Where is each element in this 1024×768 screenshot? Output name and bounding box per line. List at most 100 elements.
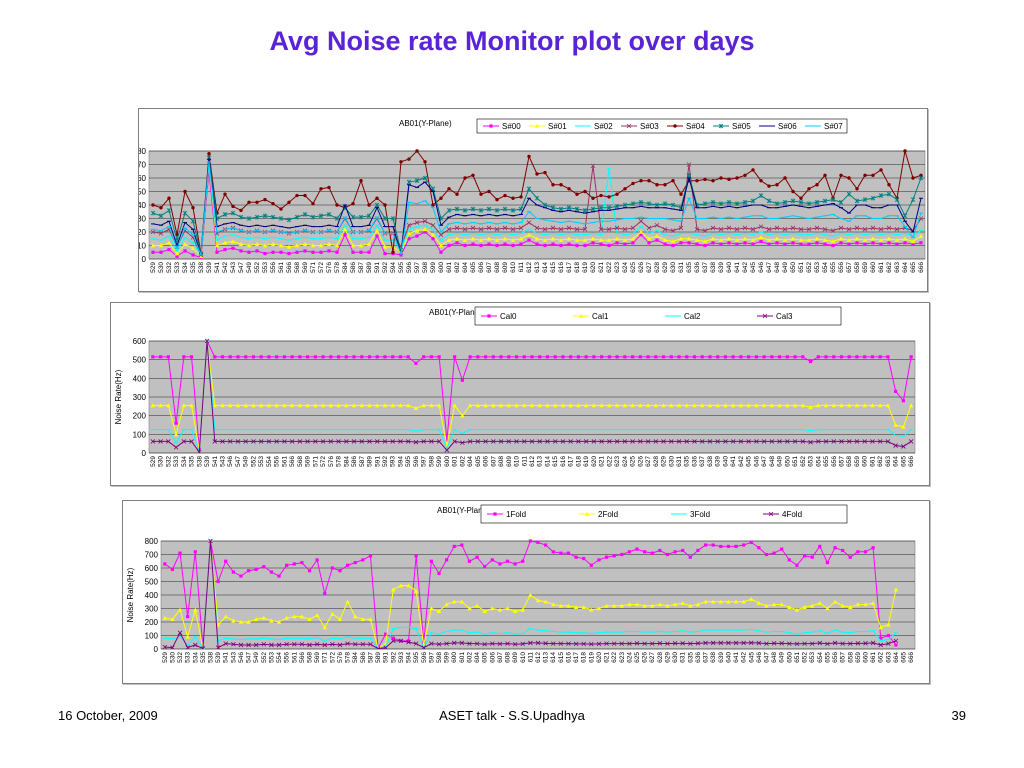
data-point xyxy=(726,640,731,646)
data-point xyxy=(598,205,604,210)
data-point xyxy=(886,641,891,646)
data-point xyxy=(830,239,836,244)
data-point xyxy=(634,641,640,646)
data-point xyxy=(780,547,784,551)
x-tick-label: 600 xyxy=(438,262,445,273)
data-point xyxy=(622,439,628,444)
data-point xyxy=(262,213,268,219)
data-point xyxy=(731,355,735,359)
chart-title: AB01(Y-Plane) xyxy=(429,308,482,317)
data-point xyxy=(710,225,716,231)
data-point xyxy=(300,561,304,565)
data-point xyxy=(350,243,356,248)
x-tick-label: 538 xyxy=(198,262,205,273)
series-cal0 xyxy=(151,339,913,451)
data-point xyxy=(718,599,723,604)
x-tick-label: 597 xyxy=(428,652,435,663)
x-tick-label: 607 xyxy=(486,262,493,273)
data-point xyxy=(696,548,700,553)
data-point xyxy=(158,439,163,444)
data-point xyxy=(685,355,689,359)
data-point xyxy=(406,231,412,236)
x-tick-label: 533 xyxy=(185,652,192,663)
data-point xyxy=(193,550,197,554)
data-point xyxy=(230,239,236,244)
x-tick-label: 635 xyxy=(686,262,693,273)
data-point xyxy=(360,617,366,622)
data-point xyxy=(663,242,667,246)
x-tick-label: 638 xyxy=(710,652,717,663)
x-tick-label: 587 xyxy=(358,262,365,273)
x-tick-label: 661 xyxy=(870,652,877,663)
data-point xyxy=(830,228,836,233)
data-point xyxy=(831,243,835,248)
data-point xyxy=(800,439,806,444)
data-point xyxy=(166,208,172,213)
data-point xyxy=(330,641,335,647)
x-tick-label: 595 xyxy=(398,262,405,273)
data-point xyxy=(519,195,523,199)
data-point xyxy=(497,641,503,647)
x-tick-label: 620 xyxy=(590,262,597,273)
data-point xyxy=(177,607,183,612)
data-point xyxy=(438,243,444,248)
data-point xyxy=(514,355,519,359)
legend-entry: Cal0 xyxy=(500,312,517,321)
data-point xyxy=(384,632,388,636)
data-point xyxy=(483,403,488,408)
data-point xyxy=(615,355,619,359)
data-point xyxy=(512,641,518,647)
data-point xyxy=(783,242,787,246)
data-point xyxy=(862,403,867,408)
data-point xyxy=(359,179,363,183)
data-point xyxy=(694,237,700,242)
data-point xyxy=(478,208,484,213)
data-point xyxy=(551,183,555,187)
data-point xyxy=(863,242,867,246)
x-tick-label: 591 xyxy=(374,262,381,273)
data-point xyxy=(431,237,435,241)
data-point xyxy=(351,201,355,206)
x-tick-label: 627 xyxy=(646,262,653,273)
x-tick-label: 654 xyxy=(822,262,829,273)
data-point xyxy=(208,538,213,544)
series-2fold xyxy=(162,538,899,649)
x-tick-label: 617 xyxy=(568,456,575,467)
data-point xyxy=(822,198,828,204)
data-point xyxy=(181,439,187,444)
data-point xyxy=(894,643,898,647)
y-tick-label: 30 xyxy=(139,215,147,224)
data-point xyxy=(447,187,451,191)
data-point xyxy=(650,551,654,555)
data-point xyxy=(261,615,267,620)
data-point xyxy=(445,438,449,442)
data-point xyxy=(463,176,467,180)
x-tick-label: 543 xyxy=(220,456,227,467)
data-point xyxy=(319,187,323,191)
data-point xyxy=(676,403,682,408)
data-point xyxy=(627,641,632,646)
data-point xyxy=(596,606,602,611)
data-point xyxy=(894,197,900,202)
data-point xyxy=(748,640,754,646)
data-point xyxy=(382,403,388,408)
data-point xyxy=(429,559,433,563)
data-point xyxy=(567,242,571,246)
data-point xyxy=(642,641,647,646)
data-point xyxy=(742,543,746,547)
legend-entry: 4Fold xyxy=(782,510,802,519)
data-point xyxy=(490,606,495,611)
data-point xyxy=(672,641,678,646)
data-point xyxy=(454,236,460,241)
data-point xyxy=(527,154,531,159)
x-tick-label: 655 xyxy=(824,652,831,663)
data-point xyxy=(871,241,875,245)
data-point xyxy=(223,614,228,619)
x-tick-label: 647 xyxy=(761,456,768,467)
data-point xyxy=(887,183,891,187)
data-point xyxy=(604,603,609,608)
data-point xyxy=(220,439,225,444)
data-point xyxy=(596,641,602,647)
noise-rate-fold-chart: AB01(Y-Plane) 1Fold 2Fold 3Fold 4Fold 0 100 200… xyxy=(126,504,916,663)
x-tick-label: 553 xyxy=(262,262,269,273)
